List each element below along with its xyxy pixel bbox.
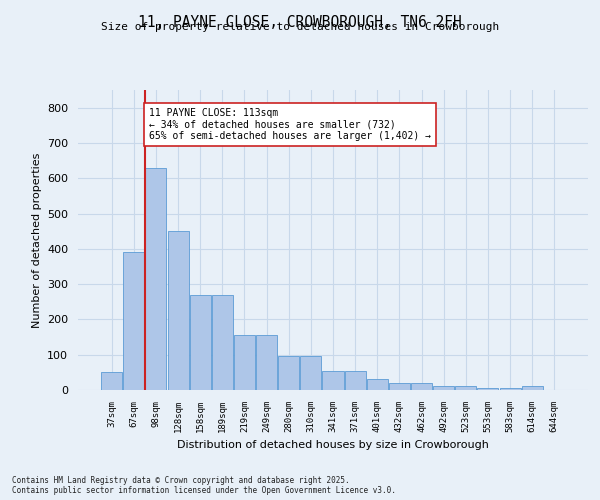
Bar	[101, 372, 122, 390]
Bar	[301, 356, 322, 390]
Bar	[389, 383, 410, 390]
Bar	[278, 356, 299, 390]
Bar	[521, 386, 542, 390]
Bar	[433, 386, 454, 390]
X-axis label: Distribution of detached houses by size in Crowborough: Distribution of detached houses by size …	[177, 440, 489, 450]
Text: Size of property relative to detached houses in Crowborough: Size of property relative to detached ho…	[101, 22, 499, 32]
Bar	[478, 388, 499, 390]
Bar	[212, 294, 233, 390]
Bar	[256, 336, 277, 390]
Y-axis label: Number of detached properties: Number of detached properties	[32, 152, 41, 328]
Bar	[124, 252, 145, 390]
Bar	[455, 386, 476, 390]
Bar	[145, 168, 166, 390]
Bar	[367, 380, 388, 390]
Text: Contains HM Land Registry data © Crown copyright and database right 2025.
Contai: Contains HM Land Registry data © Crown c…	[12, 476, 396, 495]
Bar	[411, 383, 432, 390]
Text: 11, PAYNE CLOSE, CROWBOROUGH, TN6 2FH: 11, PAYNE CLOSE, CROWBOROUGH, TN6 2FH	[138, 15, 462, 30]
Bar	[167, 231, 188, 390]
Bar	[234, 336, 255, 390]
Bar	[190, 294, 211, 390]
Bar	[344, 370, 365, 390]
Bar	[500, 388, 521, 390]
Bar	[322, 370, 344, 390]
Text: 11 PAYNE CLOSE: 113sqm
← 34% of detached houses are smaller (732)
65% of semi-de: 11 PAYNE CLOSE: 113sqm ← 34% of detached…	[149, 108, 431, 141]
